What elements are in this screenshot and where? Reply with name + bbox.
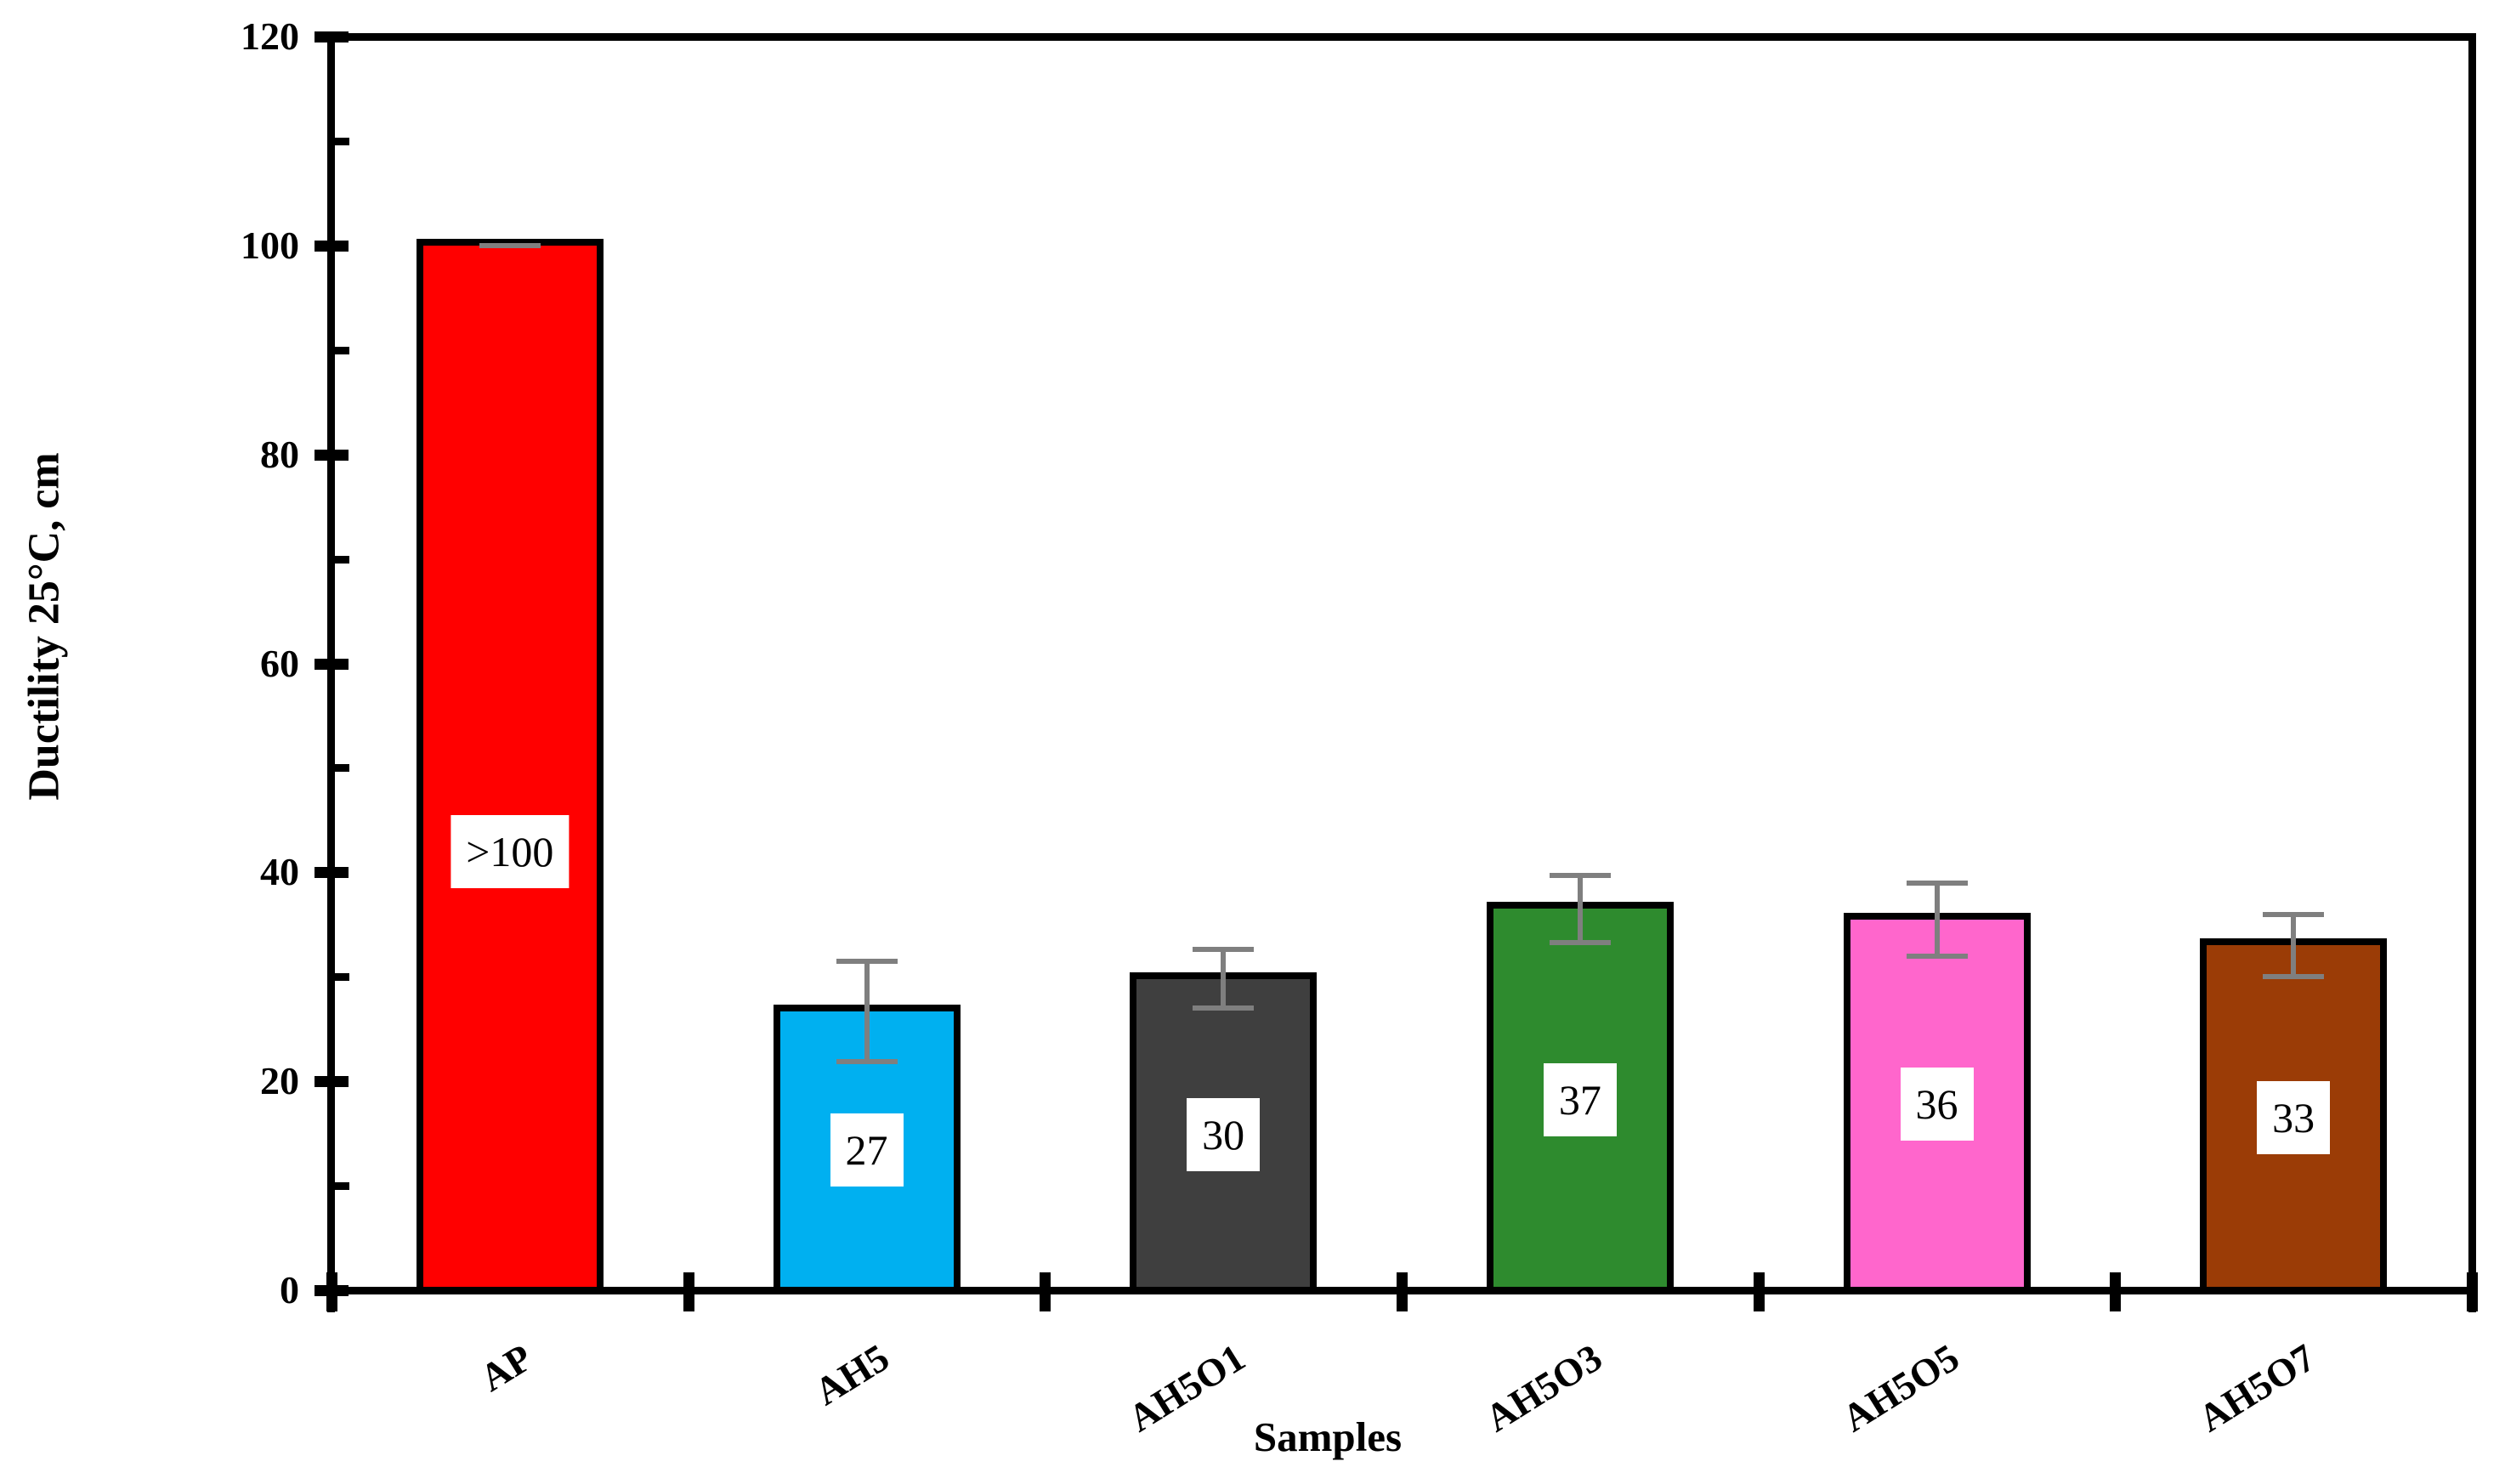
x-boundary-tick xyxy=(2110,1272,2122,1311)
y-tick-label: 20 xyxy=(260,1059,299,1103)
right-frame-line xyxy=(2468,33,2476,1312)
bar-value-label: 36 xyxy=(1900,1068,1974,1141)
y-minor-tick xyxy=(335,764,349,773)
y-major-tick xyxy=(315,867,349,879)
bar-error-cap-top xyxy=(479,242,541,248)
y-minor-tick xyxy=(335,1182,349,1191)
x-boundary-tick xyxy=(1397,1272,1408,1311)
y-major-tick xyxy=(315,1076,349,1088)
y-major-tick xyxy=(315,31,349,42)
bar-error-whisker xyxy=(1934,882,1940,956)
bar-error-cap-bottom xyxy=(1906,953,1968,959)
x-category-label: AH5 xyxy=(806,1335,896,1414)
bar-error-cap-bottom xyxy=(1193,1005,1255,1011)
y-tick-label: 60 xyxy=(260,641,299,685)
x-boundary-tick xyxy=(2467,1272,2478,1311)
bar-ap xyxy=(416,238,604,1294)
bar-error-cap-bottom xyxy=(836,1058,898,1064)
x-boundary-tick xyxy=(1040,1272,1051,1311)
bar-error-cap-top xyxy=(1193,947,1255,953)
bar-value-label: >100 xyxy=(451,814,570,888)
bar-value-label: 27 xyxy=(830,1113,904,1187)
bar-value-label: 30 xyxy=(1187,1097,1261,1171)
y-minor-tick xyxy=(335,346,349,354)
x-boundary-tick xyxy=(683,1272,694,1311)
y-tick-label: 120 xyxy=(241,14,299,58)
y-tick-label: 40 xyxy=(260,850,299,894)
x-boundary-tick xyxy=(326,1272,337,1311)
bar-error-cap-top xyxy=(1549,873,1611,879)
y-minor-tick xyxy=(335,555,349,564)
bar-error-cap-bottom xyxy=(1549,939,1611,945)
x-boundary-tick xyxy=(1753,1272,1765,1311)
bar-value-label: 33 xyxy=(2257,1081,2331,1155)
x-category-label: AH5O5 xyxy=(1834,1335,1966,1441)
bar-error-cap-top xyxy=(836,958,898,964)
x-category-label: AH5O7 xyxy=(2190,1335,2323,1441)
y-axis-line xyxy=(327,33,335,1312)
bar-error-whisker xyxy=(864,960,870,1062)
y-tick-label: 80 xyxy=(260,432,299,476)
bar-error-cap-top xyxy=(2263,911,2325,917)
bar-error-cap-top xyxy=(1906,880,1968,886)
y-minor-tick xyxy=(335,137,349,145)
bar-error-whisker xyxy=(1221,949,1227,1009)
y-major-tick xyxy=(315,240,349,252)
x-axis-title: Samples xyxy=(1253,1413,1403,1460)
y-tick-label: 100 xyxy=(241,223,299,267)
x-category-label: AP xyxy=(472,1335,540,1400)
bar-error-whisker xyxy=(2291,914,2297,977)
bar-error-whisker xyxy=(1577,875,1583,943)
top-frame-line xyxy=(327,33,2475,41)
y-major-tick xyxy=(315,449,349,461)
y-major-tick xyxy=(315,658,349,670)
x-category-label: AH5O3 xyxy=(1477,1335,1610,1441)
x-category-label: AH5O1 xyxy=(1120,1335,1253,1441)
y-minor-tick xyxy=(335,973,349,982)
bar-value-label: 37 xyxy=(1543,1063,1617,1137)
y-tick-label: 0 xyxy=(280,1268,299,1311)
bar-error-cap-bottom xyxy=(2263,974,2325,980)
